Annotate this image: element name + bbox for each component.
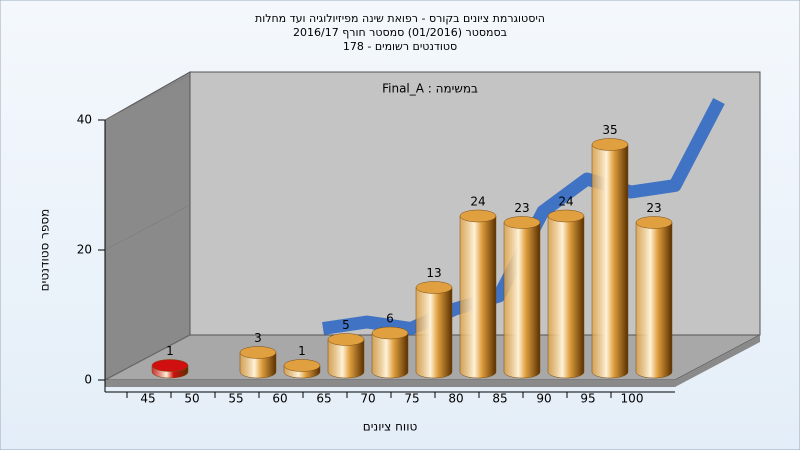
floor-front: [105, 380, 675, 387]
value-label: 35: [602, 123, 617, 137]
x-tick-label: 60: [272, 392, 287, 406]
value-label: 23: [646, 201, 661, 215]
y-tick-label: 40: [77, 113, 92, 127]
bar-top: [151, 359, 189, 372]
y-tick-label: 20: [77, 243, 92, 257]
bar: [503, 222, 541, 379]
bar: [371, 332, 409, 379]
bar: [327, 339, 365, 379]
x-tick-label: 90: [536, 392, 551, 406]
title-line: סטודנטים רשומים - 178: [343, 40, 457, 53]
grid-line: [104, 204, 191, 251]
value-label: 24: [558, 195, 573, 209]
bar: [635, 222, 673, 379]
bar-top: [415, 281, 453, 294]
value-label: 13: [426, 266, 441, 280]
bar-top: [503, 216, 541, 229]
value-label: 23: [514, 201, 529, 215]
bar-top: [547, 209, 585, 223]
grid-line: [104, 74, 191, 121]
x-tick-label: 65: [316, 392, 331, 406]
left-wall: [104, 71, 191, 381]
y-tick-label: 0: [84, 373, 92, 387]
bar: [239, 352, 277, 379]
bar-top: [459, 209, 497, 223]
x-tick-label: 55: [228, 392, 243, 406]
bar-top: [327, 333, 365, 346]
x-tick-label: 95: [580, 392, 595, 406]
value-label: 5: [342, 318, 350, 332]
bar-top: [239, 346, 277, 359]
bar-top: [371, 326, 409, 340]
bar-top: [283, 359, 321, 372]
value-label: 1: [298, 344, 306, 358]
x-tick-label: 45: [140, 392, 155, 406]
bar-top: [635, 216, 673, 229]
value-label: 3: [254, 331, 262, 345]
value-label: 1: [166, 344, 174, 358]
value-label: 24: [470, 195, 485, 209]
x-tick-label: 75: [404, 392, 419, 406]
x-axis-label: טווח ציונים: [363, 420, 418, 434]
x-tick-label: 70: [360, 392, 375, 406]
bar: [415, 287, 453, 379]
title-line: היסטוגרמת ציונים בקורס - רפואת שינה מפיז…: [255, 12, 545, 25]
grid-line: [104, 334, 191, 381]
floor-side: [675, 335, 760, 387]
bar: [547, 215, 585, 379]
bar: [591, 144, 629, 379]
value-label: 6: [386, 312, 394, 326]
bar: [459, 215, 497, 379]
x-tick-label: 85: [492, 392, 507, 406]
x-tick-label: 100: [621, 392, 644, 406]
y-axis-label: מספר סטודנטים: [38, 209, 52, 292]
bar-top: [591, 138, 629, 151]
x-tick-label: 80: [448, 392, 463, 406]
annotation: במשימה : Final_A: [382, 82, 478, 96]
title-line: בסמסטר (01/2016) סמסטר חורף 2016/17: [293, 26, 507, 39]
x-tick-label: 50: [184, 392, 199, 406]
